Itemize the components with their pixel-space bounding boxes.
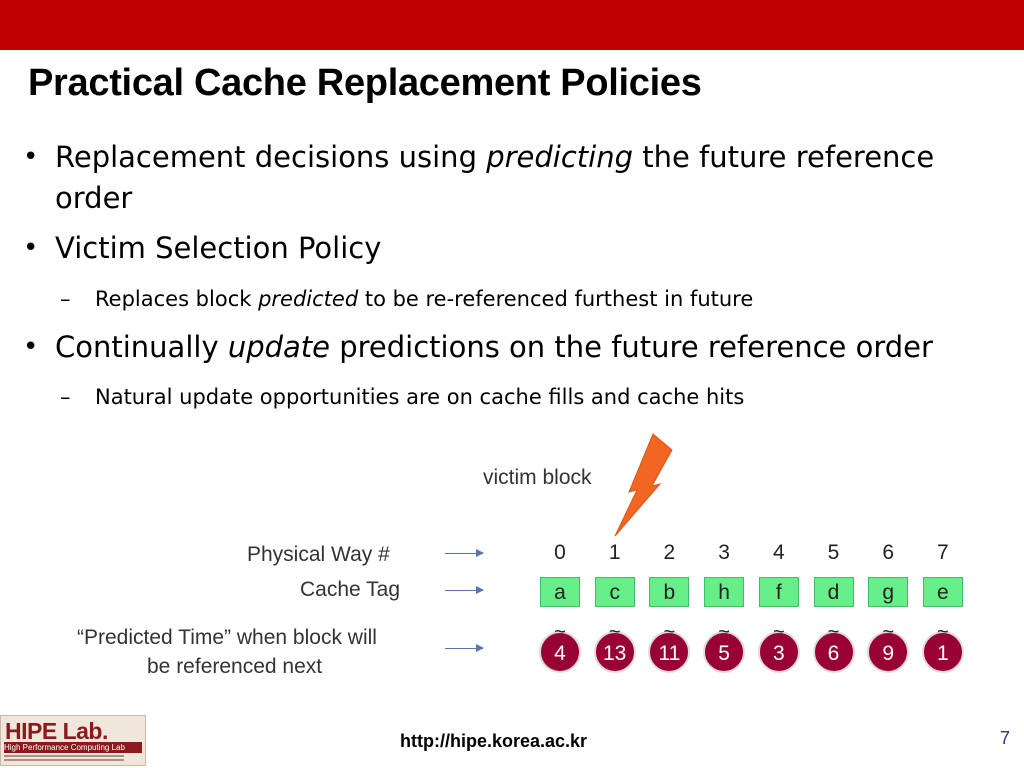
predicted-time-cell: ~6 bbox=[812, 621, 855, 673]
arrow-icon bbox=[445, 549, 484, 557]
bullet-1: • Replacement decisions using predicting… bbox=[23, 137, 934, 219]
page-number: 7 bbox=[1000, 728, 1011, 748]
lightning-bolt-icon bbox=[614, 433, 673, 537]
arrow-icon bbox=[445, 586, 484, 594]
approx-symbol: ~ bbox=[827, 621, 840, 643]
cache-tag-cell: d bbox=[813, 577, 854, 607]
logo-subtitle: High Performance Computing Lab bbox=[4, 742, 142, 753]
predicted-time-value: 9 bbox=[882, 642, 895, 665]
predicted-time-value: 6 bbox=[827, 642, 840, 665]
approx-symbol: ~ bbox=[937, 621, 949, 643]
cache-tag-cell: a bbox=[540, 577, 580, 607]
slide-title: Practical Cache Replacement Policies bbox=[28, 62, 702, 104]
approx-symbol: ~ bbox=[663, 621, 676, 643]
approx-symbol: ~ bbox=[554, 621, 566, 643]
predicted-time-cell: ~1 bbox=[921, 621, 964, 673]
way-number: 0 bbox=[554, 541, 566, 564]
predicted-time-value: 3 bbox=[772, 642, 785, 665]
bullet-2: • Victim Selection Policy bbox=[23, 228, 381, 269]
predicted-time-cell: ~13 bbox=[593, 621, 636, 673]
bullet-dot: • bbox=[23, 332, 39, 362]
sub-bullet-2: – Natural update opportunities are on ca… bbox=[60, 385, 745, 409]
cache-tag-cell: b bbox=[649, 577, 690, 607]
predicted-time-label-line1: “Predicted Time” when block will bbox=[77, 626, 377, 649]
predicted-time-value: 13 bbox=[603, 642, 627, 665]
cache-tag-cell: h bbox=[704, 577, 745, 607]
way-number: 2 bbox=[663, 541, 676, 564]
predicted-time-cell: ~3 bbox=[757, 621, 800, 673]
predicted-time-cell: ~5 bbox=[703, 621, 746, 673]
predicted-time-cell: ~11 bbox=[648, 621, 691, 673]
cache-tag-label: Cache Tag bbox=[300, 578, 401, 601]
predicted-time-label-line2: be referenced next bbox=[147, 655, 323, 678]
predicted-time-value: 4 bbox=[554, 642, 566, 665]
physical-way-label: Physical Way # bbox=[247, 543, 390, 566]
way-number: 3 bbox=[718, 541, 730, 564]
bullet-3: • Continually update predictions on the … bbox=[23, 327, 933, 368]
way-number: 6 bbox=[882, 541, 895, 564]
logo-name: HIPE Lab. bbox=[5, 718, 108, 744]
predicted-time-value: 1 bbox=[937, 642, 949, 665]
way-number: 7 bbox=[937, 541, 949, 564]
cache-tag-cell: f bbox=[758, 577, 799, 607]
way-number: 5 bbox=[827, 541, 840, 564]
sub-bullet-1: – Replaces block predicted to be re-refe… bbox=[60, 287, 754, 311]
arrow-icon bbox=[445, 644, 484, 652]
footer-url-link[interactable]: http://hipe.korea.ac.kr bbox=[400, 731, 588, 751]
approx-symbol: ~ bbox=[882, 621, 895, 643]
bullet-dot: • bbox=[23, 233, 39, 263]
approx-symbol: ~ bbox=[718, 621, 730, 643]
predicted-time-value: 11 bbox=[658, 642, 681, 665]
approx-symbol: ~ bbox=[608, 621, 621, 643]
cache-tag-cell: c bbox=[594, 577, 635, 607]
victim-block-label: victim block bbox=[483, 466, 592, 489]
bullet-dot: • bbox=[23, 142, 39, 172]
approx-symbol: ~ bbox=[772, 621, 785, 643]
predicted-time-value: 5 bbox=[718, 642, 730, 665]
predicted-time-cell: ~9 bbox=[867, 621, 910, 673]
sub-bullet-dash: – bbox=[60, 385, 71, 409]
predicted-time-cell: ~4 bbox=[539, 621, 581, 673]
hipe-lab-logo: HIPE Lab. High Performance Computing Lab bbox=[0, 715, 146, 766]
title-bar bbox=[0, 0, 1024, 50]
sub-bullet-dash: – bbox=[60, 287, 71, 311]
cache-tag-cell: e bbox=[922, 577, 963, 607]
way-number: 4 bbox=[772, 541, 785, 564]
way-number: 1 bbox=[608, 541, 621, 564]
cache-tag-cell: g bbox=[868, 577, 909, 607]
